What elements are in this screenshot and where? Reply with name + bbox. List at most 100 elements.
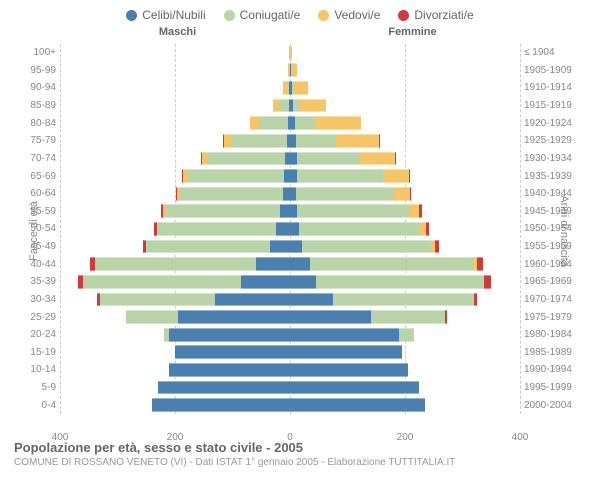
- segment: [419, 222, 426, 236]
- segment: [290, 398, 425, 412]
- segment: [250, 116, 259, 130]
- male-bar: [60, 152, 290, 166]
- age-label: 5-9: [12, 382, 56, 393]
- age-row: 65-691935-1939: [60, 167, 520, 185]
- segment: [208, 152, 286, 166]
- age-label: 50-54: [12, 223, 56, 234]
- male-bar: [60, 293, 290, 307]
- segment: [290, 363, 408, 377]
- segment: [426, 222, 429, 236]
- x-tick: 200: [397, 432, 414, 443]
- rows: 0-42000-20045-91995-199910-141990-199415…: [60, 44, 520, 414]
- segment: [290, 310, 371, 324]
- segment: [290, 204, 297, 218]
- birth-label: 1970-1974: [524, 294, 588, 305]
- age-label: 35-39: [12, 276, 56, 287]
- segment: [283, 187, 290, 201]
- segment: [169, 363, 290, 377]
- age-row: 15-191985-1989: [60, 344, 520, 362]
- segment: [296, 134, 336, 148]
- female-bar: [290, 310, 520, 324]
- segment: [169, 328, 290, 342]
- legend-item: Vedovi/e: [318, 8, 380, 22]
- segment: [315, 116, 361, 130]
- age-label: 80-84: [12, 118, 56, 129]
- segment: [294, 81, 308, 95]
- age-row: 95-991905-1909: [60, 62, 520, 80]
- female-bar: [290, 240, 520, 254]
- age-label: 15-19: [12, 347, 56, 358]
- male-header: Maschi: [10, 26, 295, 44]
- x-tick: 200: [167, 432, 184, 443]
- segment: [371, 310, 446, 324]
- male-bar: [60, 81, 290, 95]
- segment: [276, 222, 290, 236]
- segment: [297, 152, 360, 166]
- age-row: 35-391965-1969: [60, 273, 520, 291]
- segment: [290, 293, 333, 307]
- birth-label: 2000-2004: [524, 400, 588, 411]
- male-bar: [60, 398, 290, 412]
- chart-title: Popolazione per età, sesso e stato civil…: [14, 440, 586, 455]
- segment: [290, 381, 419, 395]
- birth-label: 1980-1984: [524, 329, 588, 340]
- legend-item: Celibi/Nubili: [126, 8, 205, 22]
- age-row: 25-291975-1979: [60, 308, 520, 326]
- birth-label: 1995-1999: [524, 382, 588, 393]
- female-bar: [290, 275, 520, 289]
- age-row: 90-941910-1914: [60, 79, 520, 97]
- male-bar: [60, 63, 290, 77]
- chart-subtitle: COMUNE DI ROSSANO VENETO (VI) - Dati IST…: [14, 457, 586, 468]
- age-row: 10-141990-1994: [60, 361, 520, 379]
- segment: [165, 204, 280, 218]
- legend-dot: [224, 10, 235, 21]
- birth-label: 1975-1979: [524, 312, 588, 323]
- age-label: 0-4: [12, 400, 56, 411]
- segment: [126, 310, 178, 324]
- segment: [224, 134, 232, 148]
- segment: [215, 293, 290, 307]
- x-tick: 0: [287, 432, 293, 443]
- age-label: 20-24: [12, 329, 56, 340]
- segment: [158, 381, 290, 395]
- segment: [178, 310, 290, 324]
- birth-label: 1950-1954: [524, 223, 588, 234]
- male-bar: [60, 328, 290, 342]
- segment: [297, 204, 409, 218]
- segment: [175, 345, 290, 359]
- legend-label: Celibi/Nubili: [142, 8, 205, 22]
- birth-label: 1985-1989: [524, 347, 588, 358]
- segment: [290, 240, 302, 254]
- male-bar: [60, 99, 290, 113]
- age-row: 30-341970-1974: [60, 291, 520, 309]
- female-bar: [290, 63, 520, 77]
- male-bar: [60, 204, 290, 218]
- age-label: 45-49: [12, 241, 56, 252]
- segment: [360, 152, 395, 166]
- female-bar: [290, 222, 520, 236]
- legend-label: Vedovi/e: [334, 8, 380, 22]
- birth-label: 1925-1929: [524, 135, 588, 146]
- male-bar: [60, 310, 290, 324]
- plot-area: 0-42000-20045-91995-199910-141990-199415…: [60, 44, 520, 414]
- age-label: 60-64: [12, 188, 56, 199]
- age-row: 20-241980-1984: [60, 326, 520, 344]
- age-label: 65-69: [12, 171, 56, 182]
- segment: [474, 293, 477, 307]
- legend-item: Coniugati/e: [224, 8, 301, 22]
- segment: [409, 204, 419, 218]
- segment: [290, 257, 310, 271]
- age-row: 70-741930-1934: [60, 150, 520, 168]
- age-label: 85-89: [12, 100, 56, 111]
- age-row: 80-841920-1924: [60, 114, 520, 132]
- male-bar: [60, 381, 290, 395]
- birth-label: 1910-1914: [524, 82, 588, 93]
- male-bar: [60, 222, 290, 236]
- legend-dot: [126, 10, 137, 21]
- age-row: 60-641940-1944: [60, 185, 520, 203]
- age-row: 50-541950-1954: [60, 220, 520, 238]
- caption: Popolazione per età, sesso e stato civil…: [0, 436, 600, 468]
- segment: [187, 169, 285, 183]
- age-label: 90-94: [12, 82, 56, 93]
- female-bar: [290, 116, 520, 130]
